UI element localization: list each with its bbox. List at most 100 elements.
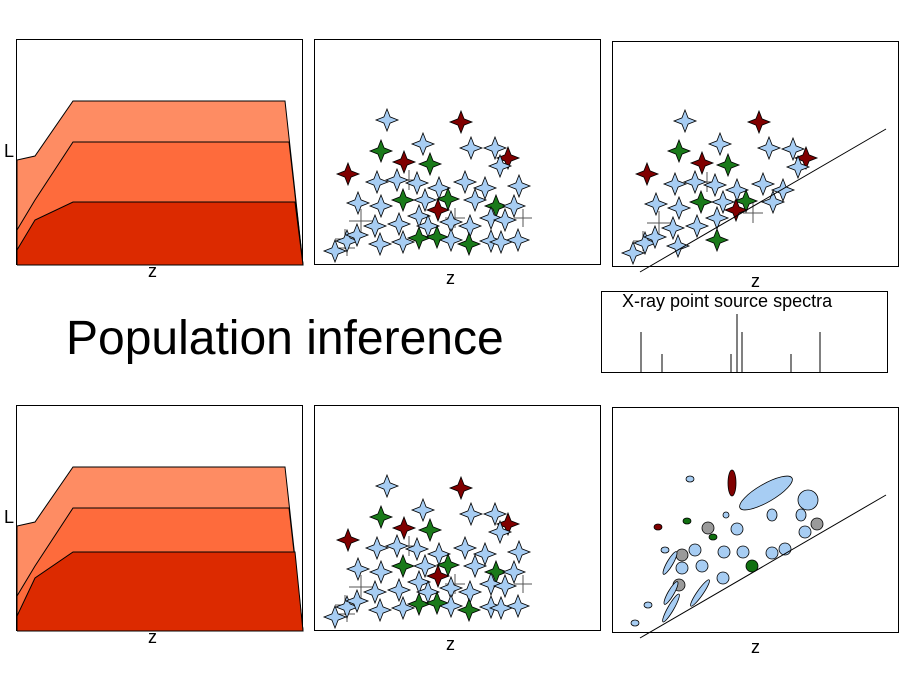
star-marker bbox=[448, 109, 474, 135]
star-marker bbox=[412, 187, 438, 213]
star-marker bbox=[322, 604, 348, 630]
star-marker bbox=[662, 171, 688, 197]
ellipse bbox=[685, 475, 695, 483]
star-marker bbox=[410, 131, 436, 157]
ellipse bbox=[730, 522, 744, 536]
star-marker bbox=[472, 175, 498, 201]
plus-marker bbox=[647, 211, 671, 235]
axis-label-L-bottom: L bbox=[4, 507, 15, 527]
star-marker bbox=[345, 556, 371, 582]
ellipse bbox=[797, 489, 819, 511]
luminosity-function-panel-top bbox=[16, 39, 304, 266]
star-marker bbox=[506, 173, 532, 199]
star-panel-top-right bbox=[612, 41, 899, 267]
star-marker bbox=[390, 595, 416, 621]
ellipse bbox=[727, 469, 737, 497]
star-marker bbox=[384, 533, 410, 559]
ellipse bbox=[778, 542, 792, 556]
ellipse bbox=[798, 525, 812, 539]
axis-label-z-bottom-3: z bbox=[751, 637, 760, 657]
star-marker bbox=[492, 207, 518, 233]
star-marker bbox=[487, 519, 513, 545]
star-marker bbox=[374, 473, 400, 499]
star-marker bbox=[362, 213, 388, 239]
star-marker bbox=[684, 213, 710, 239]
ellipse bbox=[795, 508, 807, 522]
star-marker bbox=[368, 193, 394, 219]
star-marker bbox=[458, 501, 484, 527]
star-marker bbox=[478, 228, 504, 254]
ellipse bbox=[675, 548, 689, 562]
star-marker bbox=[688, 189, 714, 215]
star-marker bbox=[344, 222, 370, 248]
star-marker bbox=[750, 171, 776, 197]
star-marker bbox=[390, 229, 416, 255]
plus-marker bbox=[349, 209, 373, 233]
star-marker bbox=[620, 240, 646, 266]
ellipse bbox=[701, 521, 715, 535]
star-marker bbox=[456, 231, 482, 257]
star-marker bbox=[672, 108, 698, 134]
star-marker bbox=[344, 588, 370, 614]
star-marker bbox=[391, 149, 417, 175]
ellipse-panel-bottom-right bbox=[612, 407, 899, 633]
star-marker bbox=[374, 107, 400, 133]
star-marker bbox=[391, 515, 417, 541]
star-marker bbox=[488, 229, 514, 255]
star-marker bbox=[462, 187, 488, 213]
star-marker bbox=[334, 594, 360, 620]
star-marker bbox=[390, 187, 416, 213]
star-marker bbox=[438, 227, 464, 253]
star-marker bbox=[458, 135, 484, 161]
star-marker bbox=[417, 517, 443, 543]
axis-label-z-bottom-2: z bbox=[446, 634, 455, 654]
star-marker bbox=[390, 553, 416, 579]
star-marker bbox=[334, 228, 360, 254]
star-marker bbox=[386, 211, 412, 237]
luminosity-function-panel-bottom bbox=[16, 405, 304, 632]
star-marker bbox=[501, 559, 527, 585]
layer-dark bbox=[17, 201, 304, 266]
star-marker bbox=[682, 169, 708, 195]
star-marker bbox=[472, 541, 498, 567]
ellipse bbox=[765, 546, 779, 560]
star-marker bbox=[506, 539, 532, 565]
star-marker bbox=[367, 597, 393, 623]
star-marker bbox=[412, 553, 438, 579]
luminosity-layers-bottom bbox=[17, 466, 304, 632]
star-marker bbox=[660, 215, 686, 241]
ellipse bbox=[688, 543, 702, 557]
star-marker bbox=[425, 197, 451, 223]
star-marker bbox=[404, 170, 430, 196]
star-marker bbox=[707, 131, 733, 157]
ellipse bbox=[653, 523, 663, 531]
ellipse bbox=[690, 579, 710, 607]
star-marker bbox=[482, 135, 508, 161]
ellipse bbox=[660, 546, 670, 554]
ellipse bbox=[708, 533, 718, 541]
star-marker bbox=[406, 225, 432, 251]
star-marker bbox=[448, 475, 474, 501]
plus-marker bbox=[514, 209, 532, 227]
axis-label-z-top-2: z bbox=[446, 268, 455, 288]
star-marker bbox=[406, 591, 432, 617]
spectra-title: X-ray point source spectra bbox=[620, 291, 835, 311]
star-marker bbox=[495, 145, 521, 171]
ellipse bbox=[695, 559, 709, 573]
ellipse bbox=[717, 545, 731, 559]
plus-marker bbox=[349, 575, 373, 599]
star-marker bbox=[689, 150, 715, 176]
star-marker bbox=[368, 138, 394, 164]
star-marker bbox=[487, 153, 513, 179]
star-marker bbox=[410, 497, 436, 523]
star-marker bbox=[335, 161, 361, 187]
star-marker bbox=[746, 109, 772, 135]
star-marker bbox=[634, 161, 660, 187]
star-field-bottom-middle bbox=[322, 473, 532, 630]
page-title: Population inference bbox=[66, 312, 504, 365]
star-marker bbox=[715, 152, 741, 178]
star-marker bbox=[665, 233, 691, 259]
star-marker bbox=[505, 593, 531, 619]
star-marker bbox=[438, 593, 464, 619]
star-marker bbox=[505, 227, 531, 253]
